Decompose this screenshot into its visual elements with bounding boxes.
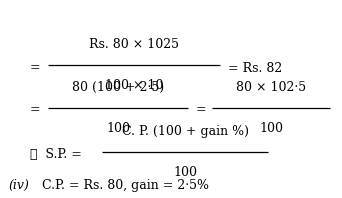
- Text: =: =: [196, 104, 207, 116]
- Text: 100: 100: [106, 122, 130, 135]
- Text: Rs. 80 × 1025: Rs. 80 × 1025: [89, 38, 179, 51]
- Text: C. P. (100 + gain %): C. P. (100 + gain %): [121, 125, 249, 138]
- Text: 80 (100 + 2·5): 80 (100 + 2·5): [72, 81, 164, 94]
- Text: 100 × 10: 100 × 10: [105, 79, 163, 92]
- Text: 80 × 102·5: 80 × 102·5: [236, 81, 306, 94]
- Text: (iv): (iv): [8, 179, 29, 191]
- Text: =: =: [30, 104, 41, 116]
- Text: C.P. = Rs. 80, gain = 2·5%: C.P. = Rs. 80, gain = 2·5%: [34, 179, 209, 191]
- Text: = Rs. 82: = Rs. 82: [228, 62, 282, 74]
- Text: ∴  S.P. =: ∴ S.P. =: [30, 148, 82, 162]
- Text: 100: 100: [173, 166, 197, 179]
- Text: 100: 100: [259, 122, 283, 135]
- Text: =: =: [30, 62, 41, 74]
